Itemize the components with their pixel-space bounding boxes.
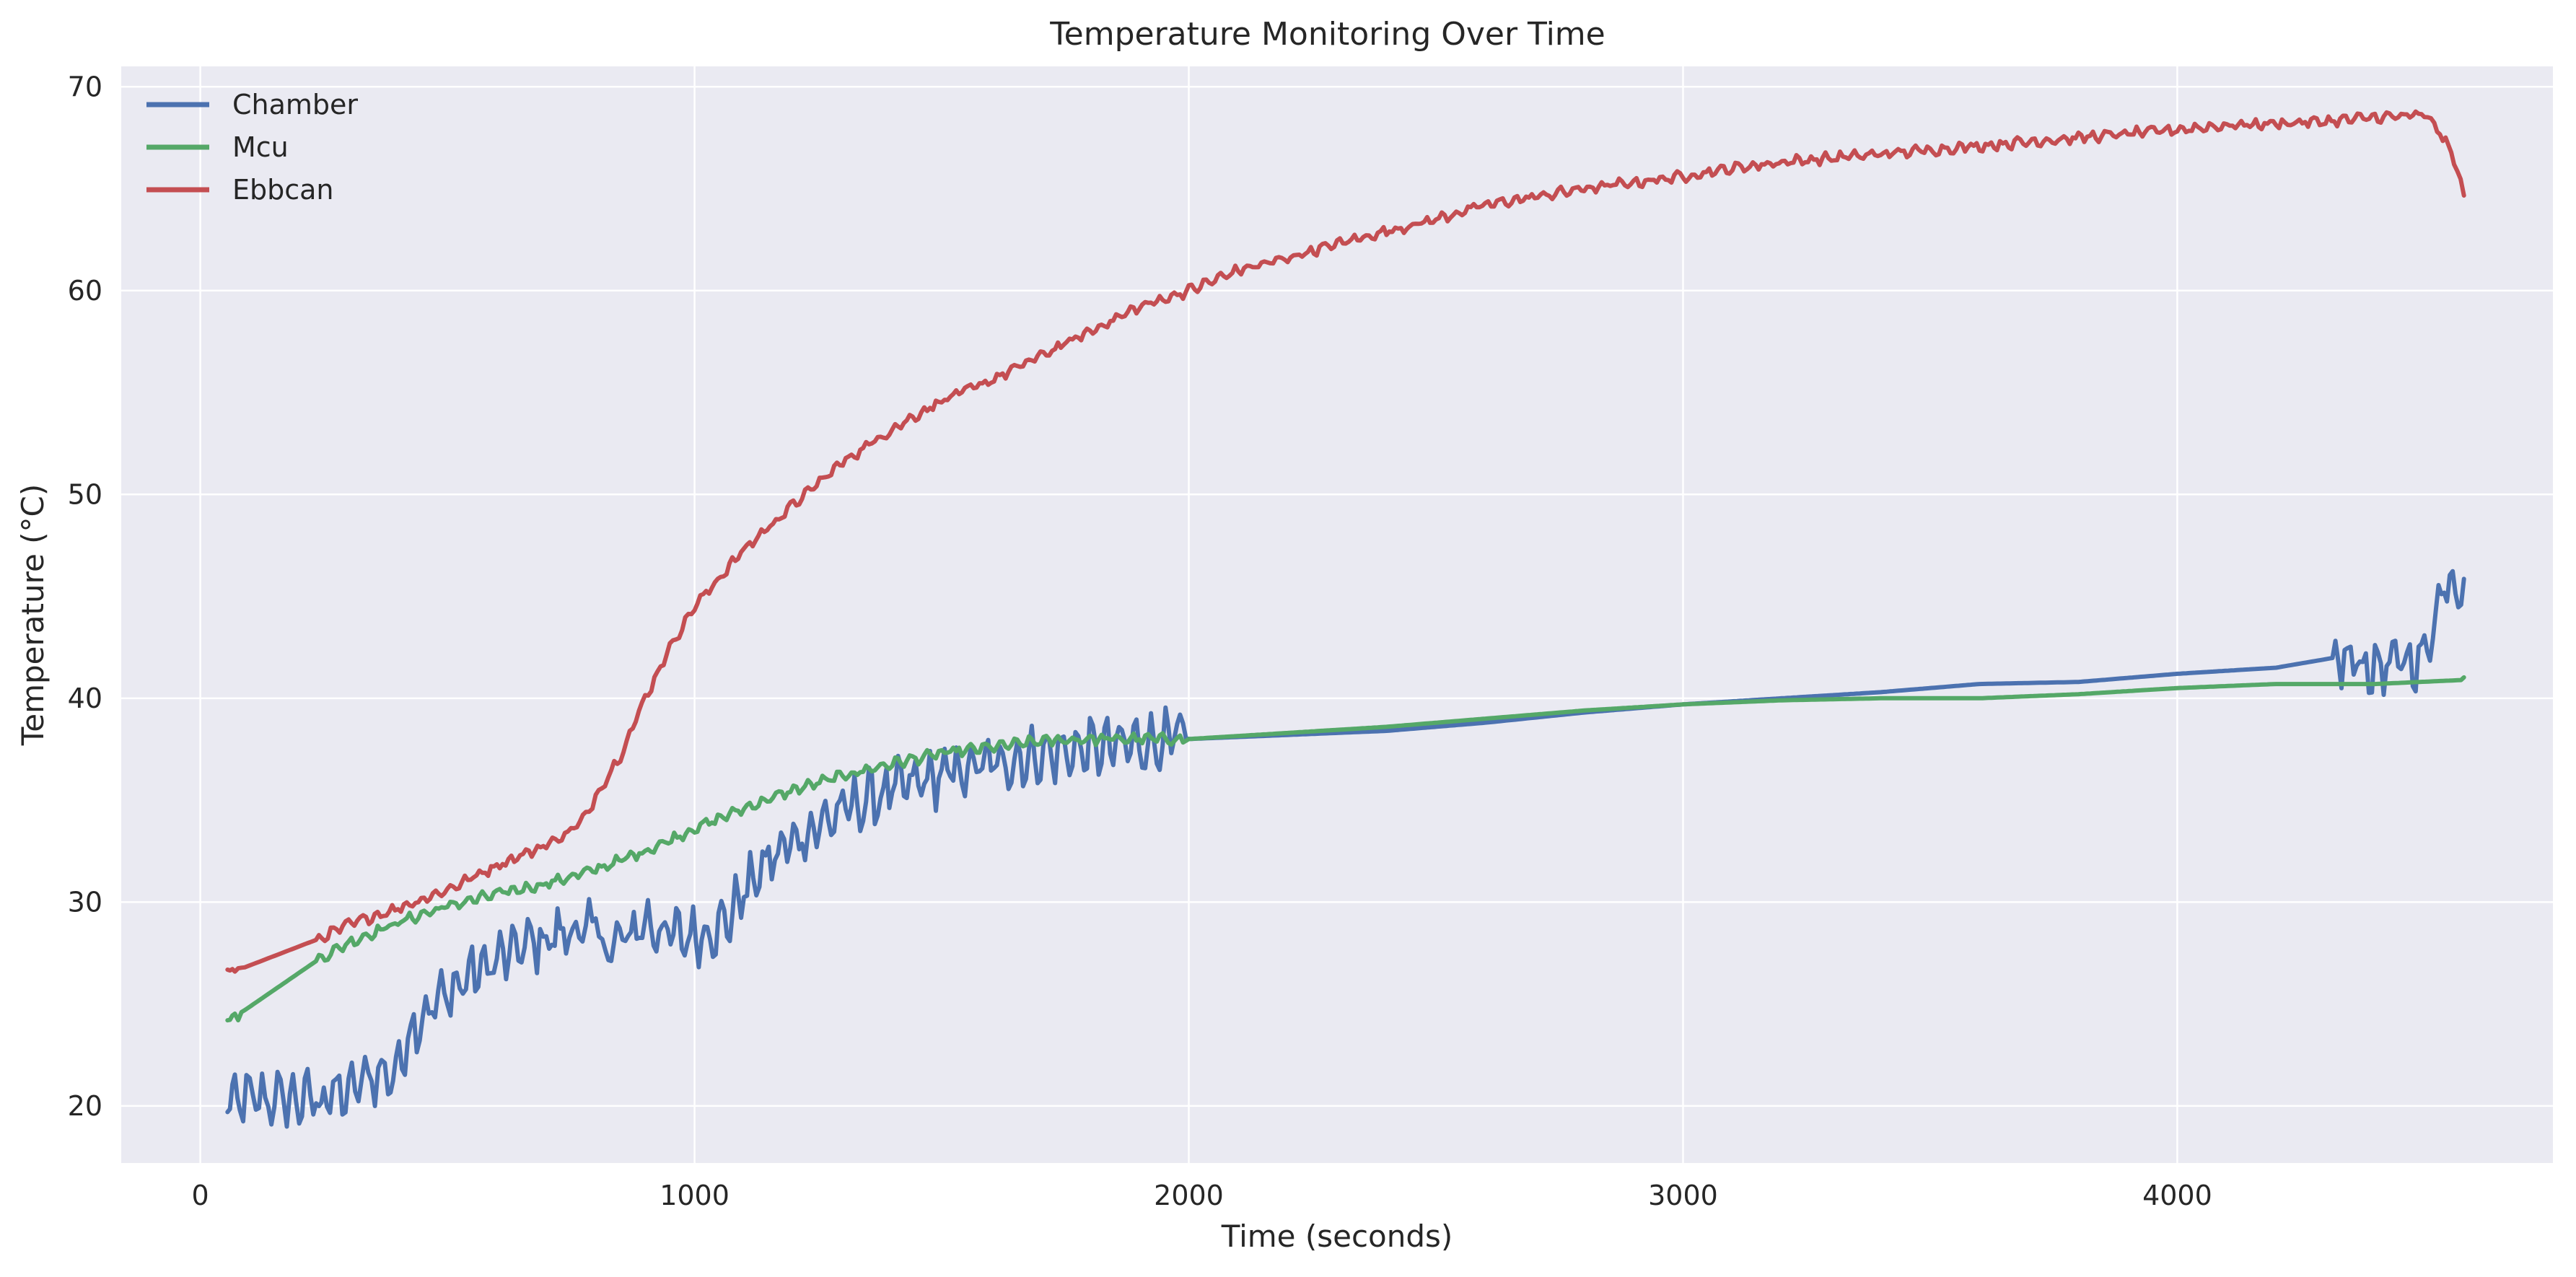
y-tick-label: 50 bbox=[68, 478, 102, 510]
plot-background bbox=[121, 66, 2553, 1163]
x-tick-label: 1000 bbox=[660, 1180, 730, 1211]
series-line-ebbcan bbox=[225, 109, 2466, 974]
series-line-mcu bbox=[225, 675, 2466, 1023]
series-line-chamber bbox=[225, 569, 2466, 1129]
x-tick-label: 4000 bbox=[2142, 1180, 2212, 1211]
chart-title: Temperature Monitoring Over Time bbox=[1049, 16, 1605, 53]
x-axis-label: Time (seconds) bbox=[1221, 1219, 1453, 1254]
x-tick-label: 3000 bbox=[1648, 1180, 1718, 1211]
x-tick-label: 2000 bbox=[1154, 1180, 1224, 1211]
legend-label-ebbcan: Ebbcan bbox=[232, 174, 334, 206]
y-tick-label: 30 bbox=[68, 886, 102, 918]
legend: Chamber Mcu Ebbcan bbox=[146, 89, 358, 206]
legend-label-chamber: Chamber bbox=[232, 89, 358, 120]
x-tick-label: 0 bbox=[191, 1180, 209, 1211]
series-layer bbox=[225, 109, 2466, 1129]
y-axis-label: Temperature (°C) bbox=[15, 484, 51, 747]
y-tick-label: 70 bbox=[68, 71, 102, 102]
y-tick-label: 40 bbox=[68, 683, 102, 714]
grid-lines bbox=[121, 66, 2553, 1163]
axes: 0 1000 2000 3000 4000 20 30 40 50 60 70 bbox=[68, 71, 2212, 1211]
y-tick-label: 60 bbox=[68, 275, 102, 307]
legend-label-mcu: Mcu bbox=[232, 131, 289, 163]
y-tick-label: 20 bbox=[68, 1090, 102, 1122]
